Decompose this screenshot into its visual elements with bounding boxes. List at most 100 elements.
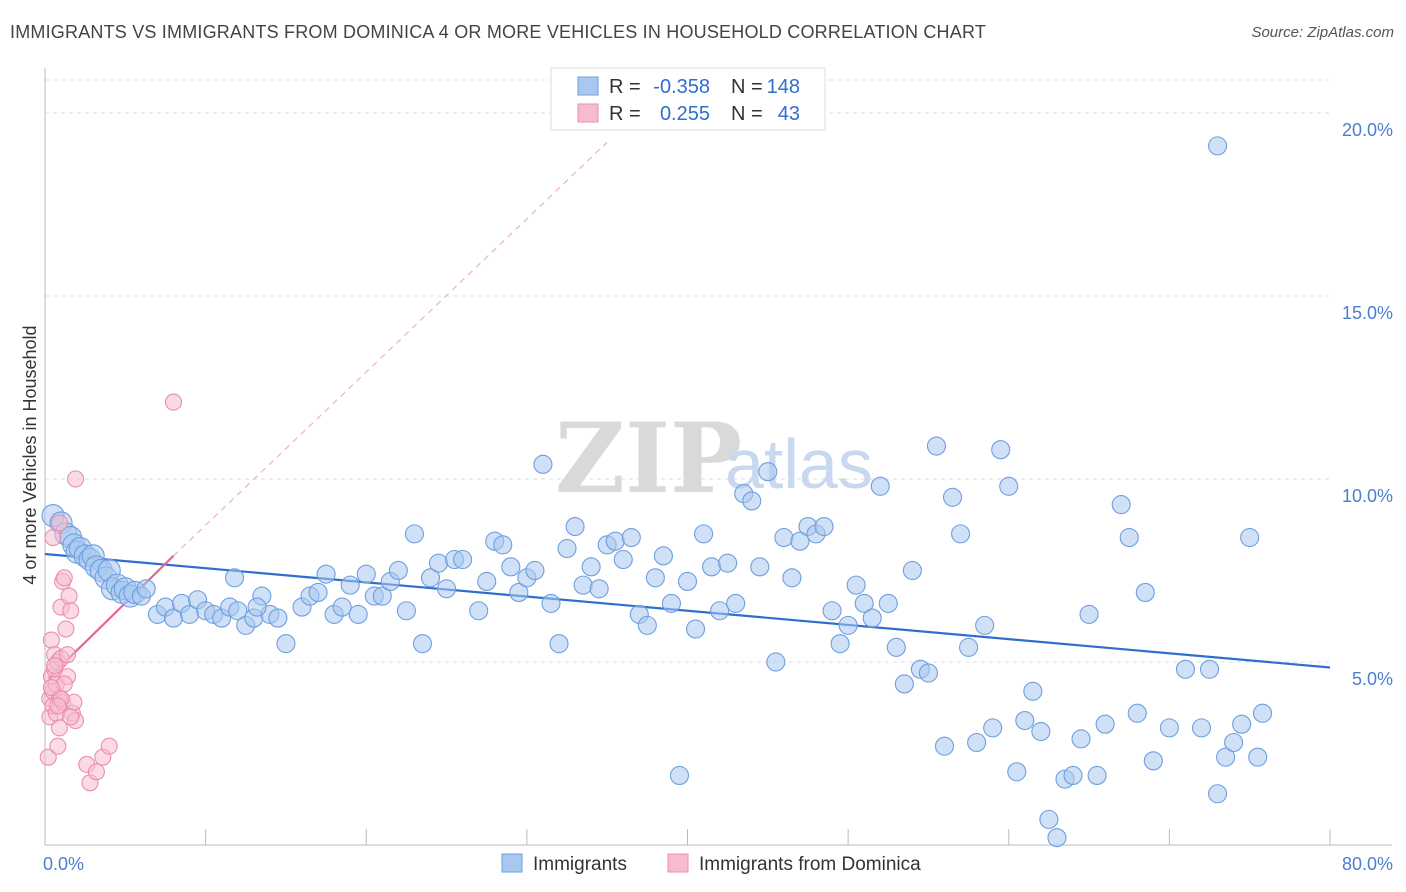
immigrants-point xyxy=(316,564,336,584)
immigrants-point xyxy=(726,593,746,613)
immigrants-point xyxy=(942,487,963,507)
bottom-legend-swatch-immigrants xyxy=(501,853,523,873)
watermark: ZIP atlas xyxy=(555,402,873,515)
immigrants-point xyxy=(228,601,248,621)
immigrants-point xyxy=(348,604,368,624)
immigrants-point xyxy=(1216,747,1236,767)
immigrants-point xyxy=(1023,681,1043,701)
immigrants-point xyxy=(1039,809,1059,829)
immigrants-point xyxy=(420,568,441,588)
legend-n-label-1: N = xyxy=(731,76,763,98)
immigrants-point xyxy=(1015,711,1035,731)
dominica-point xyxy=(50,514,69,532)
immigrants-point xyxy=(967,732,987,753)
immigrants-point xyxy=(694,524,714,544)
immigrants-point xyxy=(332,597,352,617)
dominica-point xyxy=(42,679,60,697)
immigrants-point xyxy=(509,582,529,602)
immigrants-point xyxy=(661,593,681,613)
immigrants-points xyxy=(41,136,1273,848)
y-tick-label: 20.0% xyxy=(1342,120,1393,140)
chart-title: IMMIGRANTS VS IMMIGRANTS FROM DOMINICA 4… xyxy=(10,22,987,42)
immigrants-point xyxy=(613,549,633,570)
immigrants-point xyxy=(975,615,995,635)
immigrants-point xyxy=(1159,718,1179,738)
dominica-point xyxy=(60,587,78,605)
legend-n-label-2: N = xyxy=(731,103,763,125)
x-tick-label: 0.0% xyxy=(43,854,84,874)
immigrants-point xyxy=(790,531,810,551)
immigrants-point xyxy=(1199,659,1220,679)
immigrants-point xyxy=(1063,765,1083,786)
immigrants-point xyxy=(276,634,296,654)
immigrants-point xyxy=(404,524,424,544)
immigrants-point xyxy=(886,637,906,657)
y-axis-label: 4 or more Vehicles in Household xyxy=(20,325,40,584)
immigrants-point xyxy=(894,674,914,694)
immigrants-point xyxy=(926,436,947,456)
immigrants-point xyxy=(718,553,738,573)
immigrants-point xyxy=(645,568,665,588)
immigrants-point xyxy=(830,634,850,654)
legend-swatch-dominica xyxy=(577,103,599,123)
immigrants-point xyxy=(1071,729,1091,749)
immigrants-point xyxy=(685,619,706,639)
immigrants-point xyxy=(1208,136,1228,156)
dominica-point xyxy=(46,657,64,675)
immigrants-point xyxy=(549,634,569,654)
immigrants-point xyxy=(136,579,156,599)
immigrants-point xyxy=(1224,732,1244,753)
immigrants-point xyxy=(1248,747,1268,767)
immigrants-point xyxy=(1240,527,1260,548)
immigrants-point xyxy=(1119,527,1139,548)
source-label: Source: ZipAtlas.com xyxy=(1251,24,1394,41)
immigrants-point xyxy=(224,568,245,588)
dominica-point xyxy=(164,393,183,411)
immigrants-point xyxy=(469,601,489,621)
immigrants-point xyxy=(846,575,866,595)
immigrants-point xyxy=(902,560,922,581)
immigrants-point xyxy=(742,491,762,511)
immigrants-point xyxy=(477,571,497,592)
immigrants-point xyxy=(388,560,408,581)
immigrants-point xyxy=(453,549,473,570)
correlation-legend: R = -0.358 N = 148 R = 0.255 N = 43 xyxy=(550,67,826,131)
immigrants-trend-line xyxy=(44,552,1331,669)
immigrants-point xyxy=(412,634,433,654)
immigrants-point xyxy=(951,524,971,544)
dominica-point xyxy=(50,719,69,737)
y-tick-label: 5.0% xyxy=(1352,669,1393,689)
dominica-point xyxy=(57,620,75,638)
immigrants-point xyxy=(822,601,842,621)
dominica-point xyxy=(62,708,80,726)
legend-swatch-immigrants xyxy=(577,76,599,96)
immigrants-point xyxy=(428,553,449,573)
bottom-legend-immigrants: Immigrants xyxy=(533,854,627,875)
dominica-point xyxy=(42,631,60,649)
dominica-point xyxy=(62,602,80,620)
legend-n-value-1: 148 xyxy=(767,76,800,98)
immigrants-point xyxy=(557,538,577,559)
immigrants-point xyxy=(605,531,625,551)
dominica-point xyxy=(39,748,57,766)
immigrants-point xyxy=(870,476,890,496)
immigrants-point xyxy=(1191,718,1212,738)
series-legend: Immigrants Immigrants from Dominica xyxy=(501,853,921,875)
legend-r-label-2: R = xyxy=(609,103,641,125)
immigrants-point xyxy=(565,517,585,537)
dominica-point xyxy=(49,737,67,755)
y-tick-label: 15.0% xyxy=(1342,303,1393,323)
immigrants-point xyxy=(999,476,1019,496)
immigrants-point xyxy=(396,601,416,621)
immigrants-point xyxy=(1143,751,1163,771)
immigrants-point xyxy=(782,568,802,588)
watermark-zip: ZIP xyxy=(555,402,742,515)
legend-r-value-2: 0.255 xyxy=(660,103,710,125)
immigrants-point xyxy=(1127,703,1147,723)
immigrants-point xyxy=(533,454,553,474)
immigrants-point xyxy=(766,652,786,672)
dominica-point xyxy=(100,737,118,755)
immigrants-point xyxy=(918,663,938,683)
immigrants-point xyxy=(340,575,360,595)
immigrants-point xyxy=(573,575,593,595)
